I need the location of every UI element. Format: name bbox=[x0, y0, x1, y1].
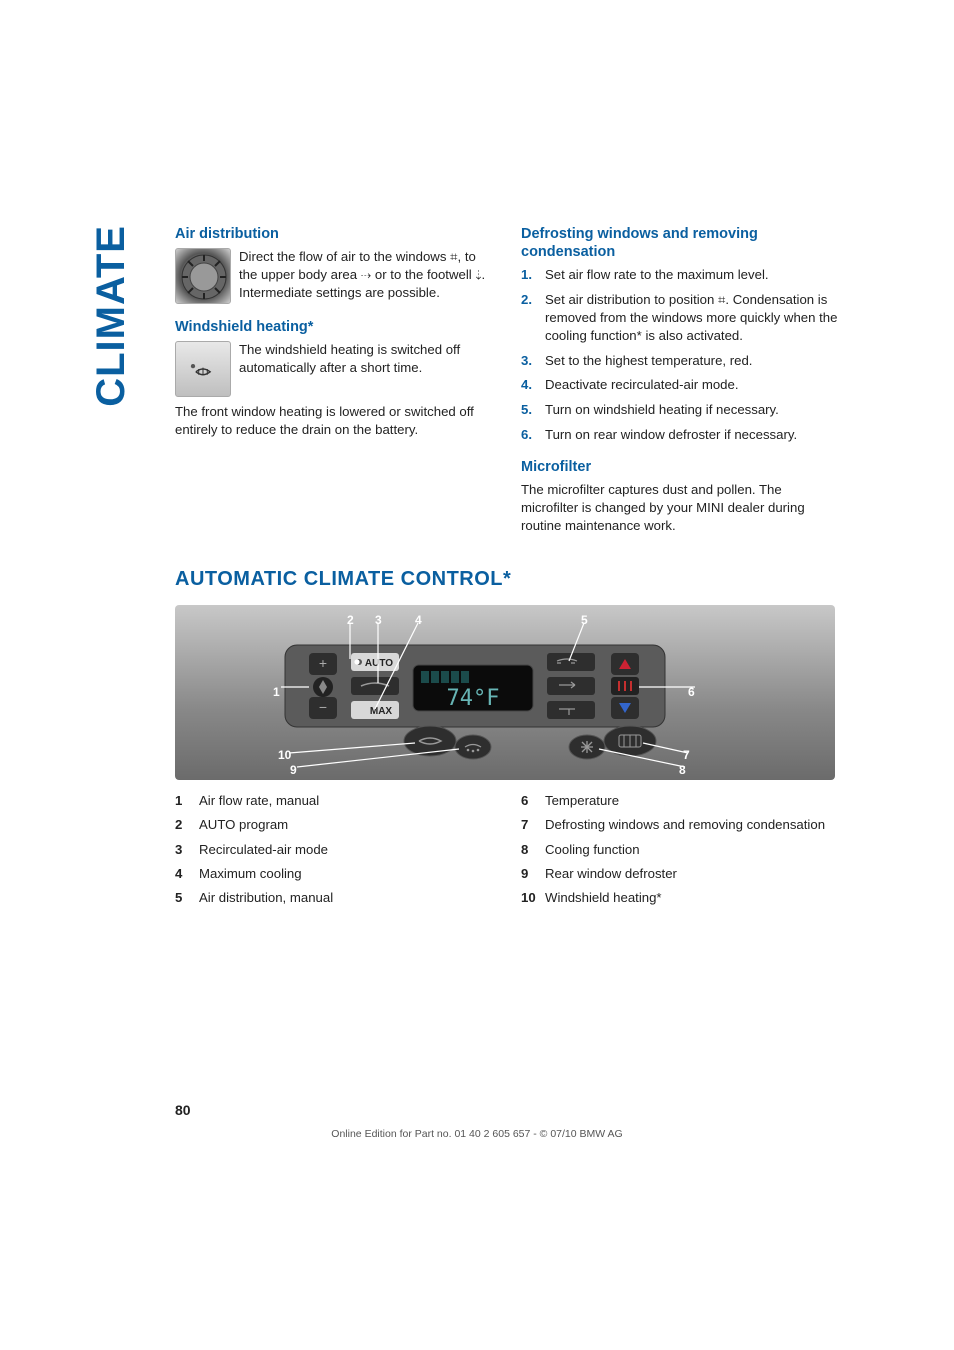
panel-callout-number: 10 bbox=[278, 748, 291, 762]
heading-air-distribution: Air distribution bbox=[175, 225, 493, 243]
left-column: Air distribution bbox=[175, 225, 493, 540]
legend-text: Temperature bbox=[545, 792, 619, 809]
panel-callout-number: 9 bbox=[290, 763, 297, 777]
climate-control-panel-illustration: + − AUTO MAX 74°F bbox=[175, 605, 835, 780]
page-number: 80 bbox=[175, 1102, 191, 1118]
air-distribution-dial-icon bbox=[175, 248, 231, 304]
defrost-step: Deactivate recirculated-air mode. bbox=[521, 376, 839, 394]
defrost-step: Set to the highest temperature, red. bbox=[521, 352, 839, 370]
legend-item: 5Air distribution, manual bbox=[175, 889, 493, 906]
legend-text: Defrosting windows and removing condensa… bbox=[545, 816, 825, 833]
legend-number: 10 bbox=[521, 889, 545, 906]
panel-callout-number: 7 bbox=[683, 748, 690, 762]
legend-number: 3 bbox=[175, 841, 199, 858]
legend-item: 9Rear window defroster bbox=[521, 865, 839, 882]
legend-number: 7 bbox=[521, 816, 545, 833]
legend-number: 9 bbox=[521, 865, 545, 882]
legend-left-column: 1Air flow rate, manual2AUTO program3Reci… bbox=[175, 792, 493, 913]
microfilter-body: The microfilter captures dust and pollen… bbox=[521, 481, 839, 534]
legend-number: 4 bbox=[175, 865, 199, 882]
legend-item: 6Temperature bbox=[521, 792, 839, 809]
panel-callout-number: 6 bbox=[688, 685, 695, 699]
heading-microfilter: Microfilter bbox=[521, 458, 839, 476]
legend-text: Recirculated-air mode bbox=[199, 841, 328, 858]
svg-text:AUTO: AUTO bbox=[365, 658, 393, 669]
legend-text: Maximum cooling bbox=[199, 865, 302, 882]
panel-callout-number: 2 bbox=[347, 613, 354, 627]
windshield-heating-icon bbox=[175, 341, 231, 397]
legend-item: 3Recirculated-air mode bbox=[175, 841, 493, 858]
svg-text:74°F: 74°F bbox=[447, 686, 500, 711]
heading-automatic-climate-control: AUTOMATIC CLIMATE CONTROL* bbox=[175, 568, 839, 591]
svg-text:−: − bbox=[319, 699, 327, 715]
legend-text: Rear window defroster bbox=[545, 865, 677, 882]
legend-item: 2AUTO program bbox=[175, 816, 493, 833]
air-distribution-body: Direct the flow of air to the windows ⌗,… bbox=[239, 248, 493, 301]
legend-text: Air distribution, manual bbox=[199, 889, 333, 906]
windshield-heating-body2: The front window heating is lowered or s… bbox=[175, 403, 493, 439]
legend-right-column: 6Temperature7Defrosting windows and remo… bbox=[521, 792, 839, 913]
heading-windshield-heating: Windshield heating* bbox=[175, 318, 493, 336]
heading-defrosting: Defrosting windows and removing condensa… bbox=[521, 225, 839, 261]
defrost-steps-list: Set air flow rate to the maximum level. S… bbox=[521, 266, 839, 444]
legend-text: Windshield heating* bbox=[545, 889, 662, 906]
legend-number: 6 bbox=[521, 792, 545, 809]
legend-number: 8 bbox=[521, 841, 545, 858]
legend-item: 4Maximum cooling bbox=[175, 865, 493, 882]
panel-callout-number: 5 bbox=[581, 613, 588, 627]
panel-callout-number: 1 bbox=[273, 685, 280, 699]
footer-text: Online Edition for Part no. 01 40 2 605 … bbox=[0, 1128, 954, 1140]
legend-item: 1Air flow rate, manual bbox=[175, 792, 493, 809]
defrost-step: Turn on windshield heating if necessary. bbox=[521, 401, 839, 419]
legend-text: Air flow rate, manual bbox=[199, 792, 319, 809]
windshield-heating-body1: The windshield heating is switched off a… bbox=[239, 341, 493, 391]
right-column: Defrosting windows and removing condensa… bbox=[521, 225, 839, 540]
legend-item: 8Cooling function bbox=[521, 841, 839, 858]
defrost-step: Turn on rear window defroster if necessa… bbox=[521, 426, 839, 444]
defrost-step: Set air distribution to position ⌗. Cond… bbox=[521, 291, 839, 344]
legend-number: 5 bbox=[175, 889, 199, 906]
legend-item: 7Defrosting windows and removing condens… bbox=[521, 816, 839, 833]
legend-item: 10Windshield heating* bbox=[521, 889, 839, 906]
panel-callout-number: 8 bbox=[679, 763, 686, 777]
defrost-step: Set air flow rate to the maximum level. bbox=[521, 266, 839, 284]
svg-text:MAX: MAX bbox=[370, 706, 393, 717]
legend-number: 2 bbox=[175, 816, 199, 833]
section-vertical-label: CLIMATE bbox=[92, 225, 130, 407]
legend-text: Cooling function bbox=[545, 841, 640, 858]
panel-callout-number: 3 bbox=[375, 613, 382, 627]
legend-text: AUTO program bbox=[199, 816, 288, 833]
panel-callout-number: 4 bbox=[415, 613, 422, 627]
svg-text:+: + bbox=[319, 655, 327, 671]
legend-number: 1 bbox=[175, 792, 199, 809]
